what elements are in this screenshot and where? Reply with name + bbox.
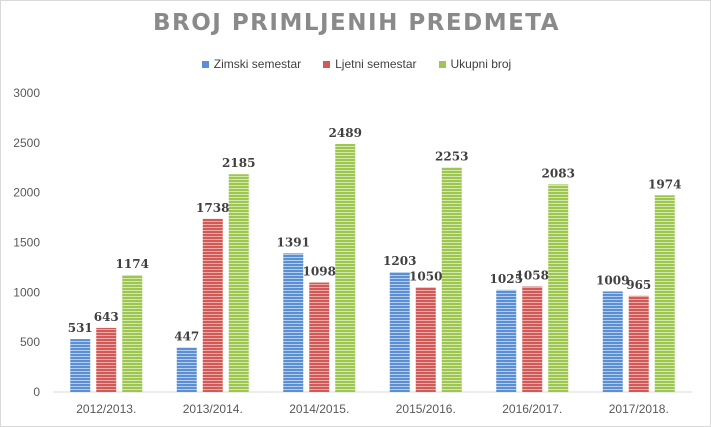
data-label: 1050 <box>409 269 442 283</box>
bar-ukupni-broj <box>548 184 569 392</box>
legend-label-ljetni: Ljetni semestar <box>335 57 417 71</box>
bar-ukupni-broj <box>122 274 143 392</box>
data-label: 1174 <box>116 257 149 271</box>
data-label: 643 <box>94 310 119 324</box>
bar-ljetni-semestar <box>522 286 543 392</box>
legend-label-zimski: Zimski semestar <box>213 57 302 71</box>
bar-ukupni-broj <box>654 195 675 392</box>
data-label: 2185 <box>222 156 255 170</box>
y-tick-label: 500 <box>20 335 40 349</box>
legend-swatch-zimski <box>201 60 209 68</box>
bar-zimski-semestar <box>283 253 304 392</box>
legend: Zimski semestar Ljetni semestar Ukupni b… <box>1 57 711 71</box>
y-tick-label: 3000 <box>13 86 40 100</box>
bar-ljetni-semestar <box>202 218 223 392</box>
data-label: 1098 <box>303 265 336 279</box>
bar-zimski-semestar <box>496 289 517 392</box>
data-label: 1974 <box>648 177 681 191</box>
y-tick-label: 0 <box>33 385 40 399</box>
data-label: 1058 <box>516 269 549 283</box>
x-tick-label: 2016/2017. <box>502 402 562 416</box>
data-label: 447 <box>174 329 199 343</box>
x-tick-label: 2014/2015. <box>289 402 349 416</box>
data-label: 2253 <box>435 149 468 163</box>
x-axis: 2012/2013. 2013/2014. 2014/2015. 2015/2016.… <box>53 391 692 416</box>
y-tick-label: 2500 <box>13 136 40 150</box>
chart-title: BROJ PRIMLJENIH PREDMETA <box>152 10 561 36</box>
data-label: 1025 <box>490 272 523 286</box>
x-tick-label: 2015/2016. <box>396 402 456 416</box>
bar-zimski-semestar <box>389 272 410 392</box>
x-tick-label: 2017/2018. <box>609 402 669 416</box>
bars-group <box>70 143 675 392</box>
bar-zimski-semestar <box>602 291 623 392</box>
bar-ukupni-broj <box>228 174 249 392</box>
bar-ljetni-semestar <box>309 282 330 392</box>
data-label: 2083 <box>542 166 575 180</box>
data-label: 1009 <box>596 273 629 287</box>
legend-swatch-ukupni <box>438 60 446 68</box>
data-label: 1391 <box>277 235 310 249</box>
legend-item-zimski: Zimski semestar <box>201 57 302 71</box>
legend-swatch-ljetni <box>323 60 331 68</box>
y-tick-label: 2000 <box>13 186 40 200</box>
data-label: 1738 <box>196 201 229 215</box>
bar-ukupni-broj <box>441 167 462 392</box>
x-tick-label: 2012/2013. <box>76 402 136 416</box>
data-labels-group: 531 447 1391 1203 1025 1009 643 1738 1098 1050 105… <box>68 126 682 344</box>
data-label: 965 <box>626 278 651 292</box>
legend-item-ukupni: Ukupni broj <box>438 57 512 71</box>
x-tick-label: 2013/2014. <box>183 402 243 416</box>
bar-ljetni-semestar <box>96 327 117 392</box>
y-tick-label: 1000 <box>13 285 40 299</box>
bar-ljetni-semestar <box>628 295 649 392</box>
data-label: 1203 <box>383 254 416 268</box>
bar-zimski-semestar <box>176 347 197 392</box>
y-tick-label: 1500 <box>13 236 40 250</box>
bar-zimski-semestar <box>70 339 91 392</box>
y-axis: 0 500 1000 1500 2000 2500 3000 <box>13 86 40 399</box>
data-label: 531 <box>68 321 93 335</box>
legend-item-ljetni: Ljetni semestar <box>323 57 417 71</box>
legend-label-ukupni: Ukupni broj <box>450 57 512 71</box>
bar-ljetni-semestar <box>415 287 436 392</box>
bar-ukupni-broj <box>335 143 356 392</box>
data-label: 2489 <box>329 126 362 140</box>
